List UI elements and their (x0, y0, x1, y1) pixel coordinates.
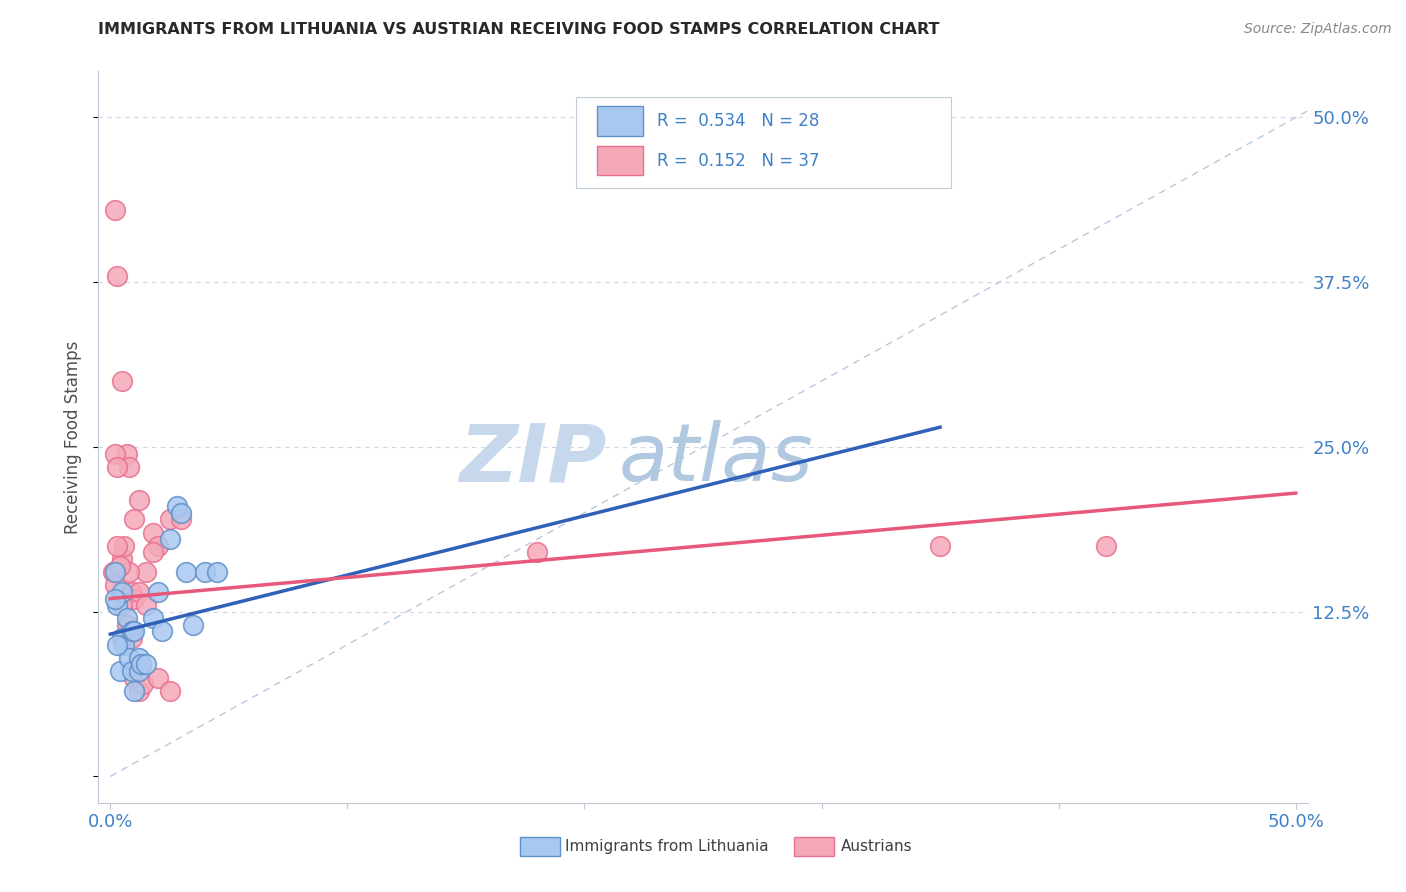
Point (115, 618, 138, 632)
Point (121, 585, 143, 599)
Point (129, 657, 152, 672)
Text: IMMIGRANTS FROM LITHUANIA VS AUSTRIAN RECEIVING FOOD STAMPS CORRELATION CHART: IMMIGRANTS FROM LITHUANIA VS AUSTRIAN RE… (98, 22, 941, 37)
Point (194, 565, 217, 579)
Point (104, 591, 127, 606)
Point (122, 671, 145, 685)
Y-axis label: Receiving Food Stamps: Receiving Food Stamps (65, 341, 83, 533)
Point (104, 565, 127, 579)
Point (105, 598, 128, 612)
FancyBboxPatch shape (596, 106, 643, 136)
Point (105, 459, 128, 474)
Point (105, 268, 128, 283)
Point (146, 585, 169, 599)
Point (122, 683, 145, 698)
Point (108, 664, 131, 678)
FancyBboxPatch shape (596, 146, 643, 175)
Point (159, 533, 181, 547)
Point (111, 585, 134, 599)
Point (118, 650, 141, 665)
Point (142, 611, 165, 625)
Point (152, 624, 174, 639)
Text: R =  0.534   N = 28: R = 0.534 N = 28 (657, 112, 820, 130)
Text: ZIP: ZIP (458, 420, 606, 498)
Point (166, 500, 188, 514)
Point (104, 446, 127, 460)
Point (114, 539, 136, 553)
Point (101, 565, 124, 579)
Point (526, 545, 548, 559)
Text: Immigrants from Lithuania: Immigrants from Lithuania (565, 839, 769, 854)
Point (118, 459, 141, 474)
Point (1095, 539, 1118, 553)
Point (121, 664, 143, 678)
Point (111, 374, 134, 388)
Text: Source: ZipAtlas.com: Source: ZipAtlas.com (1244, 22, 1392, 37)
Point (114, 638, 136, 652)
Point (111, 631, 134, 645)
Point (104, 578, 127, 592)
Point (135, 657, 157, 672)
Point (159, 512, 181, 526)
Point (170, 512, 193, 526)
Point (159, 683, 181, 698)
Point (122, 624, 145, 639)
Point (142, 525, 165, 540)
Point (111, 552, 134, 566)
Point (115, 446, 138, 460)
Point (128, 650, 150, 665)
Point (205, 565, 228, 579)
Point (122, 512, 145, 526)
Point (121, 624, 143, 639)
Point (128, 492, 150, 507)
Point (105, 539, 128, 553)
Point (132, 677, 155, 691)
Point (121, 631, 143, 645)
Text: R =  0.152   N = 37: R = 0.152 N = 37 (657, 152, 820, 169)
Point (170, 506, 193, 520)
Point (135, 565, 157, 579)
Point (146, 539, 169, 553)
Point (146, 671, 169, 685)
Point (128, 664, 150, 678)
Point (122, 591, 145, 606)
Point (108, 558, 131, 573)
Point (118, 565, 141, 579)
Point (135, 598, 157, 612)
Point (111, 598, 134, 612)
Point (115, 611, 138, 625)
Point (128, 585, 150, 599)
Point (105, 638, 128, 652)
Point (181, 618, 204, 632)
Text: Austrians: Austrians (841, 839, 912, 854)
Point (142, 545, 165, 559)
Point (174, 565, 197, 579)
FancyBboxPatch shape (576, 97, 950, 188)
Point (929, 539, 952, 553)
Point (104, 202, 127, 217)
Text: atlas: atlas (619, 420, 813, 498)
Point (128, 683, 150, 698)
